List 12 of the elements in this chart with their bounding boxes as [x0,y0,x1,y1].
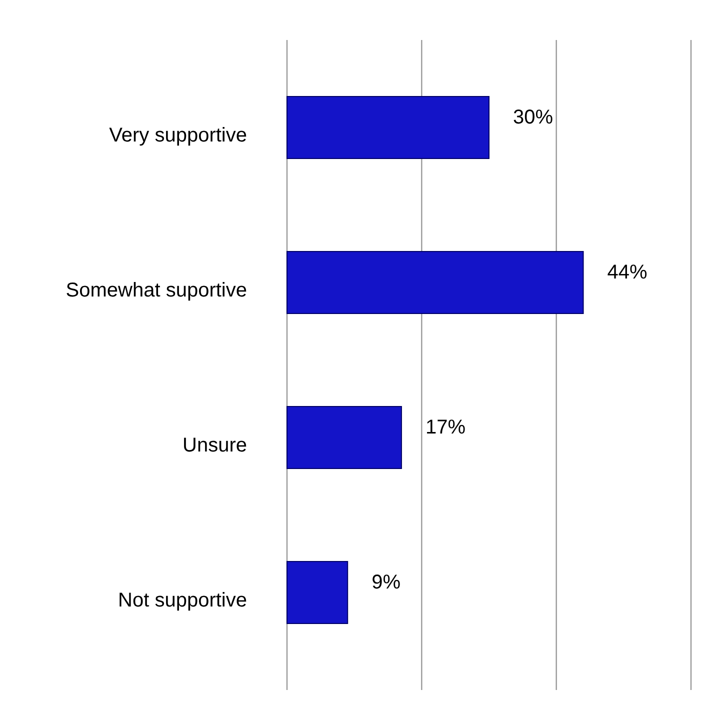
data-label: 9% [372,572,401,594]
data-label: 17% [425,416,466,438]
y-tick-label: Not supportive [118,590,247,612]
y-tick-label: Very supportive [109,124,247,146]
bar [286,251,584,314]
y-tick-label: Somewhat suportive [66,280,247,302]
y-tick-label: Unsure [182,434,247,456]
bar [286,96,490,159]
bar [286,561,348,624]
bar [286,406,402,469]
data-label: 44% [607,262,648,284]
data-label: 30% [513,106,554,128]
